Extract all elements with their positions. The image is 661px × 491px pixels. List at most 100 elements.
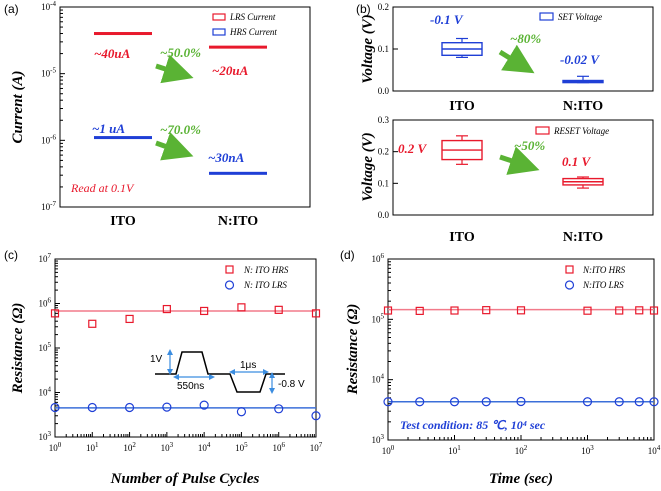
pulse-waveform [155,351,285,393]
panel-c-ytick-label-4: 107 [39,252,52,264]
panel-c-hrs-point-4 [200,306,209,316]
panel-b-bottom-ytick-label-1: 0.1 [378,178,389,188]
pulse-set-amplitude: 1V [150,354,163,365]
panel-b-set-arrow [498,44,535,74]
panel-c-hrs-point-6 [274,305,283,314]
panel-c-xtick-label-2: 102 [123,441,136,453]
panel-b-bottom-y-label: Voltage (V) [360,132,376,202]
panel-c-xtick-label-4: 104 [198,441,211,453]
panel-d-ytick-label-2: 105 [372,312,385,324]
panel-c-ytick-label-2: 105 [39,341,52,353]
panel-c-ytick-label-0: 103 [39,430,52,442]
panel-b-set-pct: ~80% [510,31,541,46]
panel-d-y-label: Resistance (Ω) [345,304,361,396]
panel-c-marks [50,303,321,421]
panel-b-letter: (b) [356,2,371,16]
panel-b-bottom-cat-nito: N:ITO [563,230,603,245]
panel-b-top-y-label: Voltage (V) [360,14,376,84]
panel-b-bottom-ytick-label-2: 0.2 [378,147,389,157]
panel-d-hrs-point-5 [583,306,592,315]
panel-b-bottom-y-ticks: 0.0 0.1 0.2 0.3 [378,115,398,220]
panel-d-hrs-point-4 [516,306,526,315]
panel-c-ytick-label-1: 104 [39,386,52,398]
panel-c-lrs-point-5 [236,407,247,417]
panel-d-xtick-label-0: 100 [382,444,395,456]
panel-c-hrs-point-2 [125,314,134,324]
panel-a-legend-lrs: LRS Current [229,12,276,22]
panel-d-hrs-point-1 [415,306,424,315]
panel-a-label-hrs-ito: ~1 uA [92,121,125,136]
panel-d-lrs-point-3 [481,397,491,407]
panel-c-lrs-point-3 [162,402,172,412]
panel-d-hrs-point-3 [482,306,491,315]
panel-b-bottom-frame [392,119,654,216]
panel-b-legend-set-swatch [539,12,554,21]
panel-a-legend-hrs: HRS Current [229,27,277,37]
panel-c-hrs-point-5 [237,303,246,312]
panel-c-hrs-point-1 [88,319,97,328]
panel-d-legend-hrs-marker [565,265,574,274]
panel-c-legend-lrs-marker [224,280,235,290]
panel-b-bottom-marks [441,135,604,189]
panel-c-legend-lrs: N: ITO LRS [243,280,287,290]
panel-a-ytick-label-0: 10-7 [41,200,56,212]
panel-b-top-cat-ito: ITO [449,99,475,114]
panel-c-x-label: Number of Pulse Cycles [110,471,260,487]
panel-d-legend-hrs: N:ITO HRS [582,265,626,275]
panel-b-bottom-cat-ito: ITO [449,230,475,245]
panel-a-label-hrs-nito: ~30nA [208,150,245,165]
panel-b-reset-arrow [499,146,540,175]
panel-a-ytick-label-2: 10-5 [41,67,56,79]
panel-a-arrow-lrs [155,54,194,84]
panel-c-legend-hrs: N: ITO HRS [243,265,289,275]
panel-a-y-label: Current (A) [10,71,26,144]
panel-d-ytick-label-0: 103 [372,433,385,445]
panel-c-lrs-point-0 [50,402,60,413]
panel-c-xtick-label-7: 107 [310,441,323,453]
panel-c-ticks: 100 101 102 103 104 105 106 107 103 104 105 106 107 [39,252,323,453]
pulse-reset-width: 1μs [240,360,256,371]
panel-c-legend-hrs-marker [225,265,234,274]
panel-d-legend-lrs: N:ITO LRS [582,280,624,290]
panel-b-bottom-ytick-label-0: 0.0 [378,210,390,220]
panel-a-bar-lrs-current-0 [94,32,152,36]
panel-b-top-marks [441,37,604,84]
panel-c-lrs-point-4 [199,400,209,410]
panel-d-lrs-point-8 [649,397,659,407]
panel-c-hrs-point-7 [311,309,321,318]
panel-d-legend-lrs-marker [564,280,575,290]
panel-d-ytick-label-3: 106 [372,252,385,264]
panel-b-legend-reset-swatch [535,126,550,135]
panel-d-x-label: Time (sec) [489,471,553,487]
panel-d-lrs-point-0 [383,397,393,407]
panel-c-ytick-label-3: 106 [39,297,52,309]
panel-c-y-label: Resistance (Ω) [10,303,26,395]
panel-c-xtick-label-1: 101 [86,441,99,453]
panel-b-top-y-ticks: 0.0 0.1 0.2 [378,2,398,96]
panel-b-reset-nito-label: 0.1 V [562,154,592,169]
panel-b-reset-ito-label: 0.2 V [398,141,428,156]
panel-d-hrs-point-0 [383,306,393,315]
panel-b-top-ytick-label-1: 0.1 [378,44,389,54]
panel-c-hrs-point-0 [50,309,60,318]
panel-d-hrs-point-6 [615,306,624,315]
panel-b-set-ito-label: -0.1 V [430,12,464,27]
panel-d-xtick-label-3: 103 [581,444,594,456]
panel-d-lrs-point-5 [582,397,593,407]
panel-b-set-nito-label: -0.02 V [560,52,600,67]
panel-c-xtick-label-6: 106 [272,441,285,453]
panel-b-bottom-ytick-label-3: 0.3 [378,115,390,125]
panel-d-hrs-point-2 [450,306,459,315]
panel-a-label-lrs-ito: ~40uA [94,46,131,61]
panel-c-xtick-label-5: 105 [235,441,248,453]
panel-d-marks [383,306,659,407]
panel-d-lrs-point-7 [634,397,644,407]
panel-a-legend-hrs-swatch [212,28,226,36]
panel-b-top-ytick-label-2: 0.2 [378,2,389,12]
panel-a-legend-lrs-swatch [212,13,226,21]
panel-b-reset-pct: ~50% [514,138,545,153]
panel-d-xtick-label-2: 102 [515,444,528,456]
panel-a-ytick-label-1: 10-6 [41,133,56,145]
panel-d-test-condition: Test condition: 85 ℃, 10⁴ sec [400,418,546,432]
panel-b-legend-reset: RESET Voltage [553,126,609,136]
